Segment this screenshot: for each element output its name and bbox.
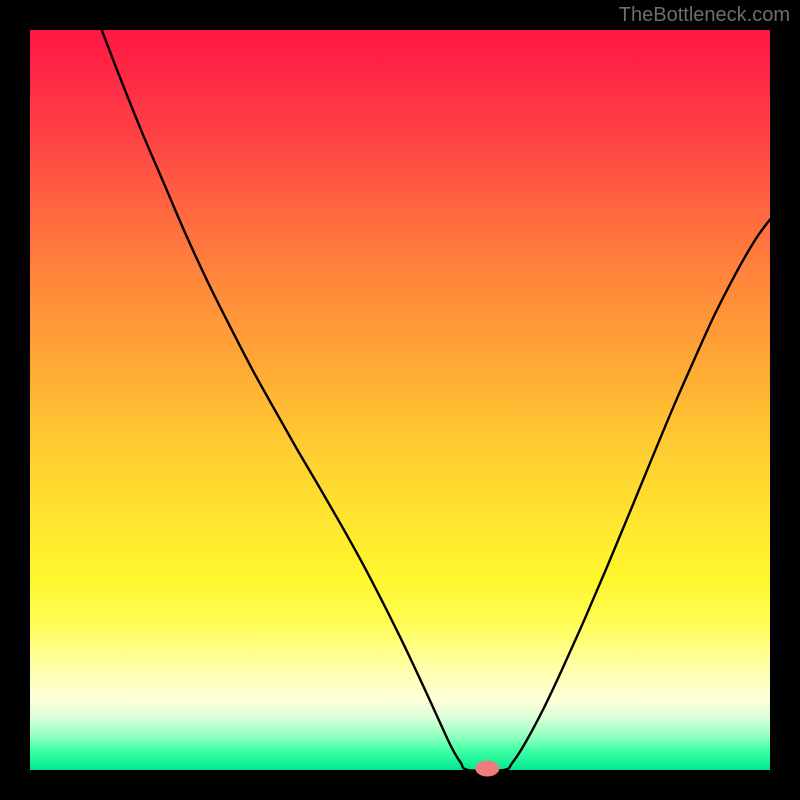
chart-stage: TheBottleneck.com (0, 0, 800, 800)
chart-svg (0, 0, 800, 800)
optimal-marker (475, 761, 499, 777)
plot-area (30, 30, 770, 770)
watermark-text: TheBottleneck.com (619, 4, 790, 27)
